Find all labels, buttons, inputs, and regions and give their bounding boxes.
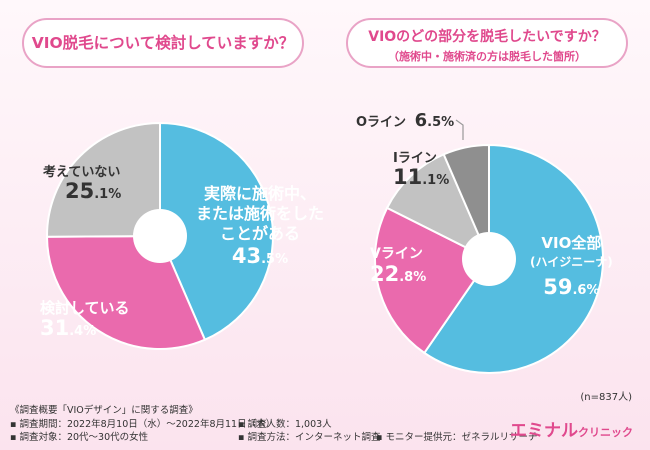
label-c2-i-line-text: Iライン [393,151,437,166]
pie-chart-1 [45,121,274,350]
clinic-logo: エミナルクリニック [510,416,633,441]
pie1-slice-1 [159,121,274,342]
o-line-leader [455,119,464,140]
label-c2-v-line-text: Vライン [370,246,423,262]
question-2-box: VIOのどの部分を脱毛したいですか？ （施術中・施術済の方は脱毛した箇所） [346,18,628,68]
footer-target: ▪ 調査対象：20代～30代の女性 [10,432,149,443]
label-c1-experienced-line1: 実際に施術中、 [204,184,317,203]
label-c2-vio-all: VIO全部 (ハイジニーナ) 59.6% [530,234,613,300]
label-c2-o-line-text: Oライン [356,115,407,130]
label-c1-experienced: 実際に施術中、 または施術をした ことがある 43.5% [196,184,324,270]
value-c1-not-considering: 25.1% [65,179,122,203]
footer-provider: ▪ モニター提供元：ゼネラルリサーチ [376,432,538,443]
pie2-slice-4 [442,143,490,260]
footer-method: ▪ 調査方法：インターネット調査 [238,432,381,443]
question-2-subtitle: （施術中・施術済の方は脱毛した箇所） [388,50,586,63]
value-c1-experienced: 43.5% [231,244,289,268]
value-c2-o-line: 6.5% [414,110,455,131]
label-c1-considering-text: 検討している [40,299,130,317]
value-c2-vio-all: 59.6% [543,275,600,299]
question-1: VIO脱毛について検討していますか？ [31,34,295,52]
label-c2-v-line: Vライン 22.8% [370,244,426,288]
pie2-slice-3 [385,153,492,262]
sample-size-note: (n=837人) [580,392,632,403]
survey-footer: 《調査概要「VIOデザイン」に関する調査》 ▪ 調査期間：2022年8月10日（… [10,404,537,445]
pie1-slice-2 [45,234,207,350]
question-2-title: VIOのどの部分を脱毛したいですか？ [368,29,606,45]
footer-row-1: ▪ 調査期間：2022年8月10日（水）～2022年8月11日（木） ▪ 調査人… [10,418,490,432]
footer-survey-title: 《調査概要「VIOデザイン」に関する調査》 [10,405,198,416]
label-c2-vio-all-line2: (ハイジニーナ) [530,255,613,269]
label-c2-i-line: Iライン 11.1% [393,150,449,190]
label-c2-o-line: Oライン 6.5% [356,110,454,131]
footer-period: ▪ 調査期間：2022年8月10日（水）～2022年8月11日（木） [10,418,276,430]
logo-sub: クリニック [578,426,633,439]
pie1-slice-3 [46,121,161,238]
pie2-center-hole [462,232,516,286]
footer-row-2: ▪ 調査対象：20代～30代の女性 ▪ 調査方法：インターネット調査 ▪ モニタ… [10,431,537,445]
question-1-box: VIO脱毛について検討していますか？ [22,18,304,68]
label-c1-considering: 検討している 31.4% [40,298,130,342]
value-c2-i-line: 11.1% [393,165,450,189]
label-c2-vio-all-line1: VIO全部 [541,234,602,252]
label-c1-experienced-line3: ことがある [220,224,301,243]
label-c1-experienced-line2: または施術をした [196,204,325,223]
label-c1-not-considering-text: 考えていない [43,165,121,180]
label-c1-not-considering: 考えていない 25.1% [43,164,121,204]
footer-people: ▪ 調査人数：1,003人 [238,418,332,430]
pie-chart-2 [374,143,604,374]
pie1-center-hole [133,209,187,263]
value-c1-considering: 31.4% [40,316,97,340]
pie2-slice-2 [374,206,491,355]
logo-main: エミナル [510,421,578,441]
value-c2-v-line: 22.8% [370,262,427,286]
